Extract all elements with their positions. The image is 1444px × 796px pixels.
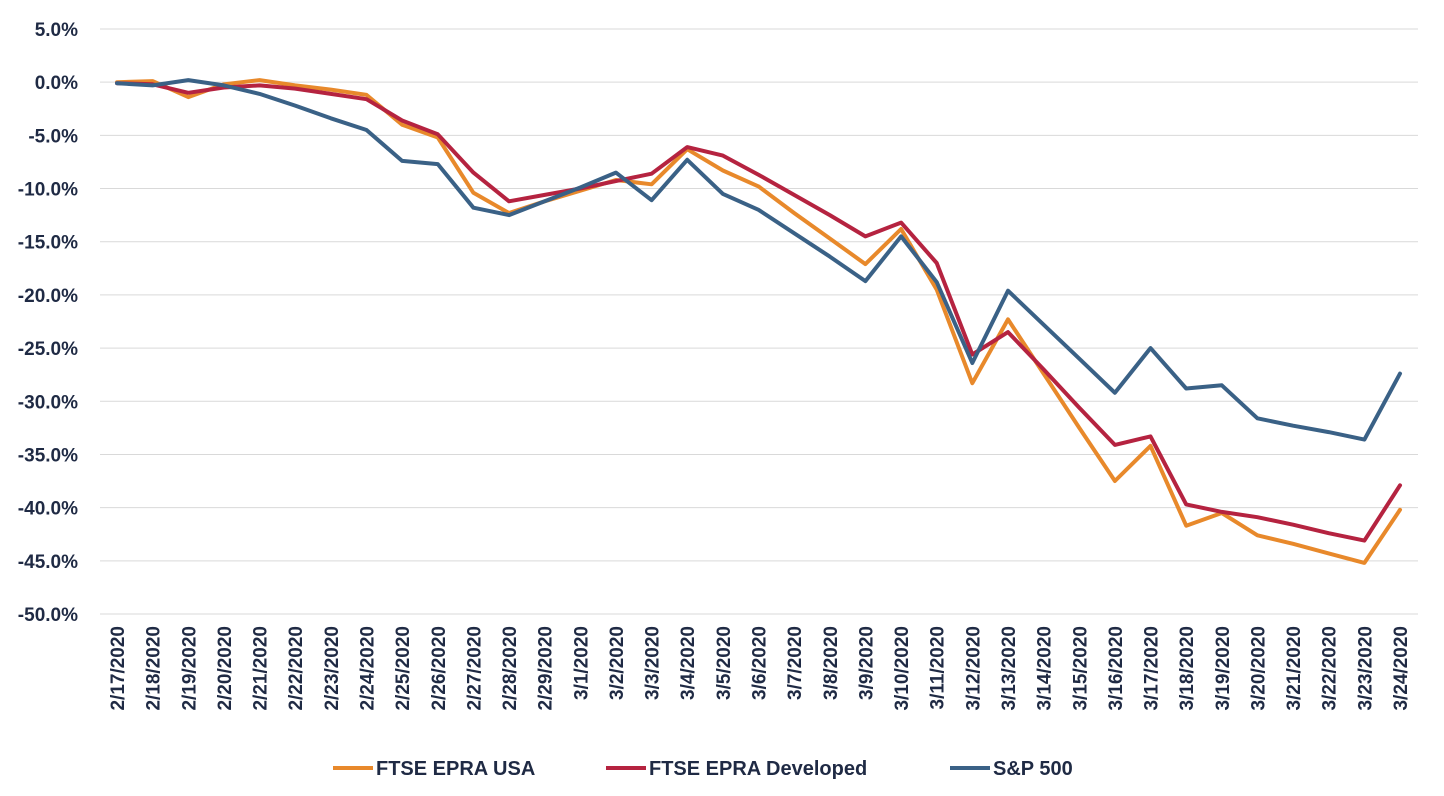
x-tick-label: 3/18/2020 — [1177, 626, 1198, 711]
y-tick-label: 0.0% — [35, 73, 78, 94]
legend: FTSE EPRA USA FTSE EPRA Developed S&P 500 — [333, 758, 1073, 780]
series-line-2 — [115, 78, 1402, 442]
x-tick-label: 3/9/2020 — [856, 626, 877, 700]
x-tick-label: 3/2/2020 — [607, 626, 628, 700]
y-tick-label: -5.0% — [28, 126, 78, 147]
x-tick-label: 3/13/2020 — [999, 626, 1020, 711]
series-lines — [115, 78, 1402, 565]
x-tick-label: 2/20/2020 — [215, 626, 236, 711]
y-tick-label: -50.0% — [18, 605, 78, 626]
gridlines — [100, 28, 1418, 615]
x-tick-label: 3/21/2020 — [1284, 626, 1305, 711]
series-line-0 — [115, 78, 1402, 565]
x-tick-label: 2/24/2020 — [357, 626, 378, 711]
x-tick-label: 3/8/2020 — [821, 626, 842, 700]
x-tick-label: 3/5/2020 — [714, 626, 735, 700]
x-tick-label: 3/24/2020 — [1391, 626, 1412, 711]
y-tick-label: -30.0% — [18, 392, 78, 413]
x-tick-label: 3/3/2020 — [643, 626, 664, 700]
y-tick-label: -35.0% — [18, 445, 78, 466]
y-tick-label: -15.0% — [18, 233, 78, 254]
x-tick-label: 2/23/2020 — [322, 626, 343, 711]
x-tick-label: 3/4/2020 — [678, 626, 699, 700]
x-tick-label: 3/20/2020 — [1248, 626, 1269, 711]
x-tick-label: 2/25/2020 — [393, 626, 414, 711]
y-tick-label: -40.0% — [18, 499, 78, 520]
x-tick-label: 3/11/2020 — [928, 626, 949, 709]
x-tick-label: 3/17/2020 — [1142, 626, 1163, 711]
legend-label: S&P 500 — [993, 758, 1073, 780]
x-tick-label: 3/15/2020 — [1070, 626, 1091, 711]
x-tick-label: 2/17/2020 — [108, 626, 129, 711]
x-tick-label: 3/19/2020 — [1213, 626, 1234, 711]
x-tick-label: 3/14/2020 — [1035, 626, 1056, 711]
y-tick-label: -25.0% — [18, 339, 78, 360]
x-tick-label: 3/1/2020 — [571, 626, 592, 700]
x-tick-label: 3/12/2020 — [963, 626, 984, 711]
x-tick-label: 2/18/2020 — [144, 626, 165, 711]
series-line-1 — [115, 81, 1402, 543]
x-tick-label: 3/6/2020 — [750, 626, 771, 700]
y-tick-label: -10.0% — [18, 180, 78, 201]
x-tick-label: 2/19/2020 — [179, 626, 200, 711]
x-tick-label: 2/28/2020 — [500, 626, 521, 711]
x-tick-label: 2/22/2020 — [286, 626, 307, 711]
legend-label: FTSE EPRA USA — [376, 758, 535, 780]
x-tick-label: 3/7/2020 — [785, 626, 806, 700]
x-tick-label: 2/29/2020 — [536, 626, 557, 711]
x-tick-label: 3/10/2020 — [892, 626, 913, 711]
y-tick-label: -20.0% — [18, 286, 78, 307]
x-tick-label: 3/22/2020 — [1320, 626, 1341, 711]
x-tick-label: 3/23/2020 — [1355, 626, 1376, 711]
y-tick-label: 5.0% — [35, 20, 78, 41]
x-tick-label: 2/21/2020 — [251, 626, 272, 711]
x-tick-label: 3/16/2020 — [1106, 626, 1127, 711]
y-tick-label: -45.0% — [18, 552, 78, 573]
legend-label: FTSE EPRA Developed — [649, 758, 867, 780]
x-axis-ticks: 2/17/2020 2/18/2020 2/19/2020 2/20/2020 2/21… — [108, 626, 1412, 711]
y-axis-ticks: 5.0% 0.0% -5.0% -10.0% -15.0% -20.0% -25.0% -30… — [18, 20, 78, 626]
x-tick-label: 2/27/2020 — [464, 626, 485, 711]
x-tick-label: 2/26/2020 — [429, 626, 450, 711]
